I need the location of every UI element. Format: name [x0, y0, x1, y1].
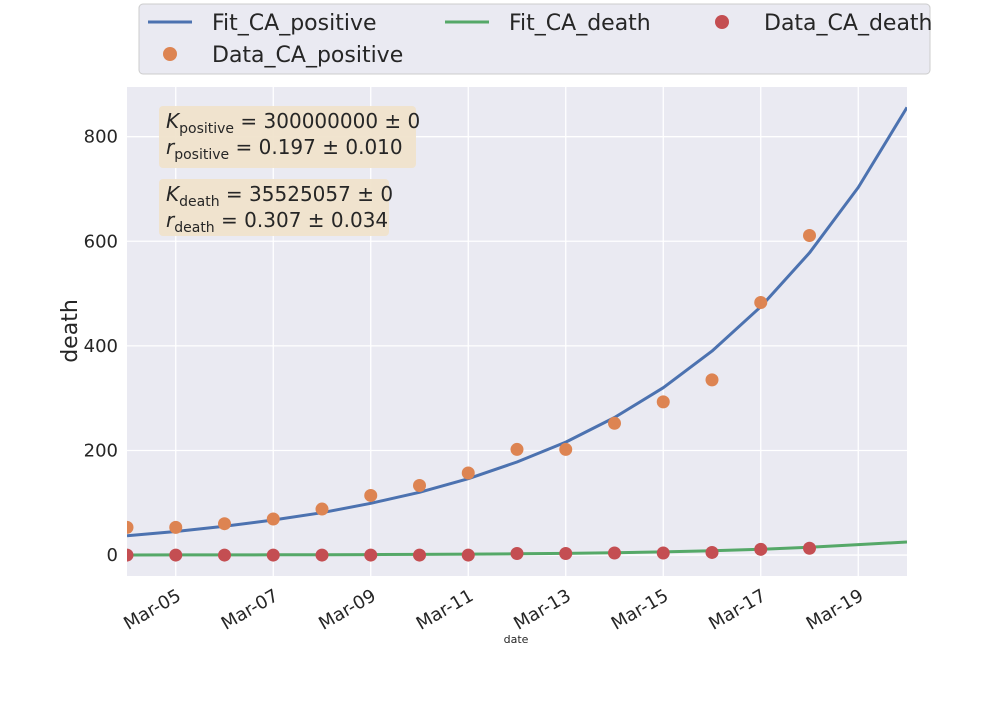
y-axis-label: death — [58, 299, 83, 363]
point-data-ca-death — [608, 546, 621, 560]
y-tick-label: 800 — [84, 127, 118, 148]
legend-frame — [138, 3, 931, 75]
legend-item-fit-ca-death: Fit_CA_death — [445, 11, 651, 36]
annotation-line: rdeath = 0.307 ± 0.034 — [166, 208, 388, 236]
legend-item-data-ca-positive: Data_CA_positive — [163, 43, 403, 68]
point-data-ca-death — [559, 547, 573, 561]
point-data-ca-positive — [559, 442, 573, 456]
point-data-ca-death — [218, 548, 231, 562]
x-ticks: Mar-05 Mar-07 Mar-09 Mar-11 Mar-13 Mar-15 Mar-… — [120, 585, 867, 634]
point-data-ca-positive — [461, 466, 475, 480]
point-data-ca-death — [656, 546, 670, 560]
legend: Fit_CA_positive Fit_CA_death Data_CA_death… — [138, 3, 933, 75]
y-tick-label: 200 — [84, 440, 118, 461]
point-data-ca-positive — [169, 520, 183, 534]
legend-swatch — [715, 15, 729, 29]
point-data-ca-positive — [364, 488, 378, 502]
point-data-ca-death — [510, 547, 524, 561]
annotation-line: Kdeath = 35525057 ± 0 — [166, 182, 393, 210]
legend-item-data-ca-death: Data_CA_death — [715, 11, 933, 36]
annotation-line: rpositive = 0.197 ± 0.010 — [166, 135, 403, 163]
legend-label: Fit_CA_death — [509, 11, 651, 36]
point-data-ca-positive — [266, 512, 280, 526]
annotation-bg — [159, 106, 416, 168]
plot-area — [127, 87, 907, 576]
point-data-ca-death — [169, 548, 183, 562]
point-data-ca-positive — [754, 295, 768, 309]
annotation-line: Kpositive = 300000000 ± 0 — [166, 109, 420, 137]
point-data-ca-death — [803, 541, 816, 555]
y-ticks: 0 200 400 600 800 — [84, 127, 118, 566]
point-data-ca-death — [364, 548, 378, 562]
point-data-ca-positive — [656, 395, 670, 409]
point-data-ca-death — [413, 548, 426, 562]
point-data-ca-positive — [705, 373, 719, 387]
legend-label: Data_CA_death — [764, 11, 933, 36]
point-data-ca-positive — [127, 520, 134, 534]
point-data-ca-positive — [803, 229, 816, 243]
y-tick-label: 600 — [84, 231, 118, 252]
legend-label: Fit_CA_positive — [212, 11, 377, 36]
x-tick-label: Mar-05 — [120, 585, 184, 634]
point-data-ca-death — [461, 548, 475, 562]
annotation-bg — [159, 179, 389, 236]
point-data-ca-death — [266, 548, 280, 562]
y-tick-label: 400 — [84, 336, 118, 357]
point-data-ca-death — [754, 542, 768, 556]
legend-swatch — [163, 47, 177, 61]
point-data-ca-positive — [218, 517, 231, 531]
y-tick-label: 0 — [107, 545, 118, 566]
x-tick-label: Mar-13 — [510, 585, 574, 634]
x-axis-label: date — [504, 633, 529, 646]
x-tick-label: Mar-11 — [413, 585, 477, 634]
x-tick-label: Mar-15 — [608, 585, 672, 634]
x-tick-label: Mar-17 — [705, 585, 769, 634]
point-data-ca-positive — [413, 479, 426, 493]
point-data-ca-death — [705, 545, 719, 559]
point-data-ca-positive — [315, 502, 329, 516]
series-layer — [127, 106, 907, 562]
point-data-ca-death — [315, 548, 329, 562]
x-tick-label: Mar-07 — [218, 585, 282, 634]
point-data-ca-positive — [608, 416, 621, 430]
legend-item-fit-ca-positive: Fit_CA_positive — [148, 11, 377, 36]
legend-label: Data_CA_positive — [212, 43, 403, 68]
x-tick-label: Mar-09 — [315, 585, 379, 634]
point-data-ca-positive — [510, 442, 524, 456]
x-tick-label: Mar-19 — [803, 585, 867, 634]
series-fit-ca-positive-line — [127, 106, 907, 538]
point-data-ca-death — [127, 548, 134, 562]
